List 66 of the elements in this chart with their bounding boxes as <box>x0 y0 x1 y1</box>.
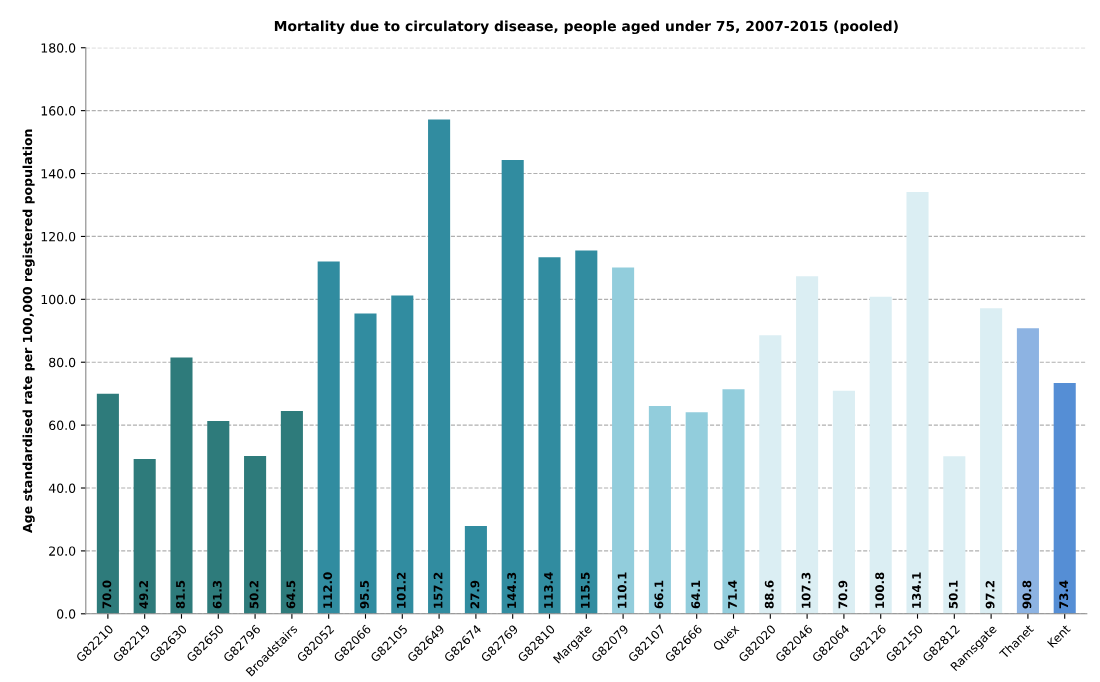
bar <box>906 192 929 614</box>
bar <box>1016 328 1039 614</box>
data-label: 61.3 <box>212 580 222 609</box>
bar <box>170 357 193 614</box>
bar <box>354 313 377 614</box>
data-label: 27.9 <box>470 580 480 609</box>
bar <box>722 389 745 614</box>
bar <box>759 335 782 614</box>
data-label: 64.1 <box>691 580 701 609</box>
data-label: 144.3 <box>507 572 517 608</box>
data-label: 113.4 <box>543 572 553 608</box>
bar <box>501 160 524 614</box>
y-tick-label: 180.0 <box>41 43 76 53</box>
data-label: 95.5 <box>360 580 369 609</box>
y-tick-label: 140.0 <box>41 169 76 179</box>
y-tick-label: 20.0 <box>49 546 76 556</box>
data-label: 66.1 <box>654 580 664 609</box>
bar <box>980 308 1003 614</box>
bar <box>133 459 156 614</box>
bar <box>796 276 819 614</box>
bar <box>832 390 855 614</box>
data-label: 50.1 <box>948 580 958 609</box>
data-label: 110.1 <box>617 572 627 608</box>
bar <box>244 455 267 614</box>
y-tick-label: 60.0 <box>49 420 76 431</box>
data-label: 97.2 <box>985 580 995 609</box>
bar <box>575 250 598 614</box>
bar <box>428 119 451 614</box>
y-tick-label: 160.0 <box>41 106 76 116</box>
y-tick-label: 80.0 <box>49 357 76 368</box>
bar <box>317 261 340 614</box>
bar <box>685 412 708 614</box>
bar <box>280 410 303 614</box>
y-tick-label: 0.0 <box>57 609 76 619</box>
chart-title: Mortality due to circulatory disease, people aged under 75, 2007-2015 (pooled) <box>274 20 898 35</box>
data-label: 107.3 <box>801 572 811 608</box>
bar <box>943 456 966 614</box>
data-label: 81.5 <box>175 580 185 609</box>
data-label: 50.2 <box>249 580 259 609</box>
data-label: 112.0 <box>323 572 333 608</box>
y-tick-label: 40.0 <box>48 483 76 493</box>
bar <box>96 393 119 614</box>
y-tick-label: 100.0 <box>41 294 76 305</box>
data-label: 115.5 <box>580 572 590 608</box>
bar <box>648 405 671 614</box>
data-label: 100.8 <box>875 572 885 608</box>
data-label: 101.2 <box>396 572 406 608</box>
data-label: 90.8 <box>1022 580 1032 609</box>
data-label: 71.4 <box>728 580 737 609</box>
data-label: 88.6 <box>764 580 774 609</box>
data-label: 157.2 <box>433 572 443 608</box>
bar <box>869 296 892 614</box>
y-axis-title: Age standardised rate per 100,000 registered population <box>22 129 35 533</box>
data-label: 134.1 <box>912 572 921 608</box>
data-label: 70.9 <box>838 580 848 609</box>
data-label: 73.4 <box>1059 580 1069 609</box>
bar <box>391 295 414 614</box>
data-label: 70.0 <box>102 580 112 609</box>
data-label: 64.5 <box>286 580 296 609</box>
data-label: 49.2 <box>139 580 149 609</box>
bar <box>1053 382 1076 614</box>
y-tick-label: 120.0 <box>41 231 76 242</box>
bar <box>464 526 487 614</box>
bar <box>612 267 635 614</box>
bar <box>538 257 561 614</box>
bar <box>207 421 230 614</box>
